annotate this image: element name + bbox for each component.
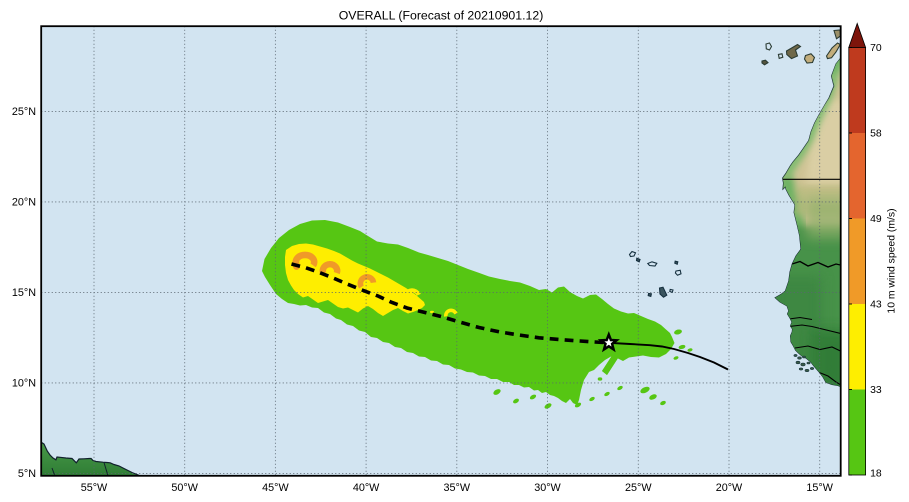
svg-text:70: 70 bbox=[870, 43, 882, 54]
svg-text:35°W: 35°W bbox=[444, 482, 471, 494]
svg-text:25°N: 25°N bbox=[12, 106, 36, 118]
svg-text:10 m wind speed (m/s): 10 m wind speed (m/s) bbox=[887, 208, 898, 313]
svg-text:10°N: 10°N bbox=[12, 378, 36, 390]
svg-text:25°W: 25°W bbox=[625, 482, 652, 494]
svg-text:OVERALL (Forecast of 20210901.: OVERALL (Forecast of 20210901.12) bbox=[339, 9, 544, 23]
svg-text:20°N: 20°N bbox=[12, 197, 36, 209]
svg-text:58: 58 bbox=[870, 129, 882, 140]
svg-text:50°W: 50°W bbox=[171, 482, 198, 494]
svg-text:15°W: 15°W bbox=[806, 482, 833, 494]
svg-text:18: 18 bbox=[870, 469, 882, 480]
svg-text:33: 33 bbox=[870, 385, 882, 396]
svg-text:45°W: 45°W bbox=[262, 482, 289, 494]
svg-text:30°W: 30°W bbox=[534, 482, 561, 494]
svg-text:49: 49 bbox=[870, 214, 882, 225]
svg-text:43: 43 bbox=[870, 300, 882, 311]
svg-text:40°W: 40°W bbox=[353, 482, 380, 494]
svg-text:55°W: 55°W bbox=[81, 482, 108, 494]
svg-text:15°N: 15°N bbox=[12, 287, 36, 299]
svg-text:5°N: 5°N bbox=[18, 468, 36, 480]
svg-text:20°W: 20°W bbox=[716, 482, 743, 494]
